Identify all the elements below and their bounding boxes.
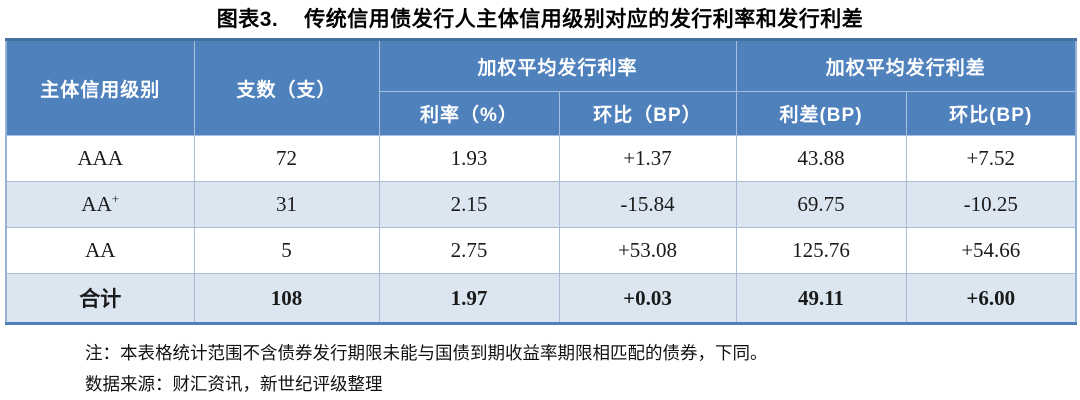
count-cell: 31 [193,181,380,228]
spread-cell: 125.76 [735,227,907,274]
rating-cell: AA [5,227,195,274]
plus-superscript: + [111,191,120,206]
spread-cell: 69.75 [735,181,907,228]
rating-cell: 合计 [5,273,195,324]
header-spread-mom: 环比(BP) [905,91,1077,136]
header-rate-mom: 环比（BP） [558,91,737,136]
rate-cell: 2.15 [378,181,560,228]
header-row-groups: 主体信用级别 支数（支） 加权平均发行利率 加权平均发行利差 [5,39,1077,136]
spread-mom-cell: -10.25 [905,181,1077,228]
rate-mom-cell: +0.03 [558,273,737,324]
rate-mom-cell: +53.08 [558,227,737,274]
header-group-rate: 加权平均发行利率 [378,39,737,92]
header-group-spread: 加权平均发行利差 [735,39,1077,92]
spread-cell: 49.11 [735,273,907,324]
table-row-aaa: AAA 72 1.93 +1.37 43.88 +7.52 [5,135,1077,182]
table-title: 图表3. 传统信用债发行人主体信用级别对应的发行利率和发行利差 [0,0,1080,33]
header-rate-pct: 利率（%） [378,91,560,136]
count-cell: 72 [193,135,380,182]
credit-rating-table: 主体信用级别 支数（支） 加权平均发行利率 加权平均发行利差 利率（%） 环比（… [5,38,1078,325]
rate-cell: 2.75 [378,227,560,274]
table-note: 注：本表格统计范围不含债券发行期限未能与国债到期收益率期限相匹配的债券，下同。 [85,343,768,363]
rating-cell: AA+ [5,181,195,228]
header-rating: 主体信用级别 [5,39,195,136]
header-count: 支数（支） [193,39,380,136]
table-row-aa: AA 5 2.75 +53.08 125.76 +54.66 [5,227,1077,274]
rate-mom-cell: +1.37 [558,135,737,182]
table-title-text: 传统信用债发行人主体信用级别对应的发行利率和发行利差 [304,8,864,31]
spread-mom-cell: +6.00 [905,273,1077,324]
header-row-subcolumns: 利率（%） 环比（BP） 利差(BP) 环比(BP) [6,91,1077,136]
rate-mom-cell: -15.84 [558,181,737,228]
table-row-aa-plus: AA+ 31 2.15 -15.84 69.75 -10.25 [5,181,1077,228]
count-cell: 108 [193,273,380,324]
rate-cell: 1.97 [378,273,560,324]
footnotes: 注：本表格统计范围不含债券发行期限未能与国债到期收益率期限相匹配的债券，下同。 … [85,338,1080,399]
spread-mom-cell: +54.66 [905,227,1077,274]
spread-cell: 43.88 [735,135,907,182]
table-title-label: 图表3. [216,8,279,31]
data-source: 数据来源：财汇资讯，新世纪评级整理 [85,373,383,394]
rating-cell: AAA [5,135,195,182]
count-cell: 5 [193,227,380,274]
rate-cell: 1.93 [378,135,560,182]
spread-mom-cell: +7.52 [905,135,1077,182]
table-row-total: 合计 108 1.97 +0.03 49.11 +6.00 [5,273,1077,324]
header-spread-bp: 利差(BP) [735,91,907,136]
